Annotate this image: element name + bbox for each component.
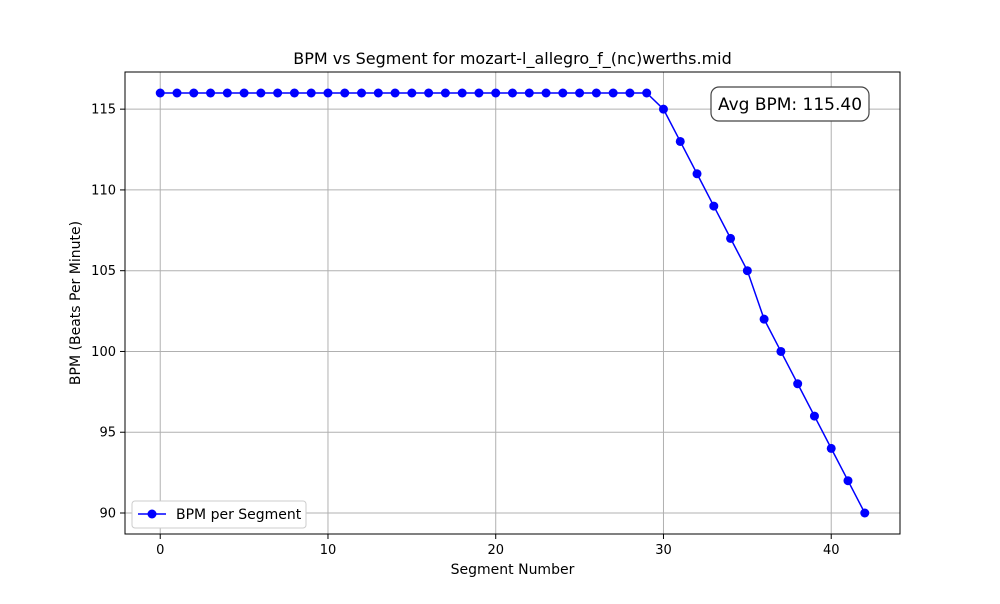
- legend: BPM per Segment: [131, 500, 307, 529]
- plot-frame: [124, 71, 901, 535]
- data-point: [222, 88, 232, 98]
- data-point: [424, 88, 434, 98]
- data-point: [675, 136, 685, 146]
- data-point: [390, 88, 400, 98]
- data-point: [658, 104, 668, 114]
- data-point: [692, 169, 702, 179]
- y-tick-label: 105: [91, 264, 116, 279]
- data-point: [357, 88, 367, 98]
- data-point: [457, 88, 467, 98]
- data-point: [373, 88, 383, 98]
- x-tick-label: 30: [655, 543, 672, 558]
- data-point: [239, 88, 249, 98]
- data-point: [323, 88, 333, 98]
- legend-marker-swatch: [147, 509, 157, 519]
- legend-box: [131, 500, 307, 529]
- data-point: [625, 88, 635, 98]
- data-point: [826, 443, 836, 453]
- data-point: [474, 88, 484, 98]
- data-series: [155, 88, 870, 518]
- data-point: [709, 201, 719, 211]
- data-point: [306, 88, 316, 98]
- data-point: [289, 88, 299, 98]
- data-point: [189, 88, 199, 98]
- legend-label: BPM per Segment: [176, 507, 302, 523]
- data-point: [273, 88, 283, 98]
- x-tick-label: 20: [487, 543, 504, 558]
- x-axis-label: Segment Number: [451, 562, 575, 578]
- x-tick-label: 0: [156, 543, 164, 558]
- data-point: [491, 88, 501, 98]
- y-tick-label: 110: [91, 183, 116, 198]
- avg-bpm-annotation: Avg BPM: 115.40: [710, 86, 870, 122]
- data-point: [172, 88, 182, 98]
- data-point: [508, 88, 517, 98]
- data-point: [759, 314, 769, 324]
- data-point: [407, 88, 417, 98]
- data-point: [726, 233, 736, 243]
- data-point: [793, 379, 803, 389]
- y-axis-label: BPM (Beats Per Minute): [68, 221, 84, 385]
- data-point: [558, 88, 568, 98]
- data-point: [591, 88, 601, 98]
- chart-title: BPM vs Segment for mozart-l_allegro_f_(n…: [293, 49, 732, 69]
- data-point: [541, 88, 551, 98]
- data-point: [742, 266, 752, 276]
- y-tick-label: 90: [99, 507, 116, 522]
- annotation-box: [710, 86, 870, 122]
- data-point: [575, 88, 585, 98]
- x-tick-label: 40: [823, 543, 840, 558]
- data-point: [608, 88, 618, 98]
- avg-bpm-label: Avg BPM: 115.40: [718, 95, 862, 115]
- data-point: [809, 411, 819, 421]
- data-point: [155, 88, 165, 98]
- data-point: [256, 88, 266, 98]
- data-point: [206, 88, 216, 98]
- data-point: [440, 88, 450, 98]
- data-point: [340, 88, 350, 98]
- y-tick-label: 100: [91, 345, 116, 360]
- data-point: [524, 88, 534, 98]
- data-point: [776, 346, 786, 356]
- data-point: [642, 88, 652, 98]
- data-point: [843, 476, 853, 486]
- x-tick-label: 10: [320, 543, 337, 558]
- y-tick-label: 95: [99, 426, 116, 441]
- y-tick-label: 115: [91, 103, 116, 118]
- axis-ticks: 0 10 20 30 40 90 95 100 105 110 115: [91, 103, 839, 558]
- data-point: [860, 508, 870, 518]
